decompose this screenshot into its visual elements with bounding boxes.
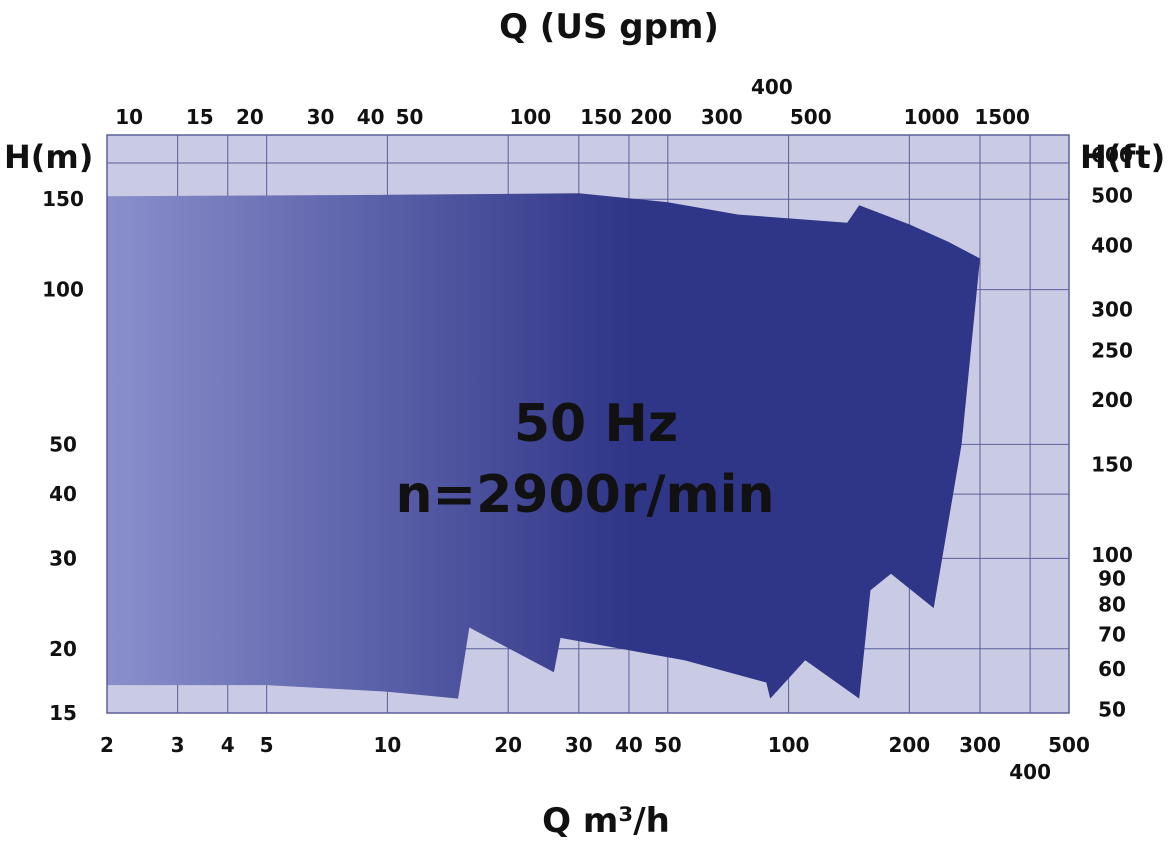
- top-tick-label: 30: [307, 105, 335, 129]
- top-tick-label: 400: [751, 75, 793, 99]
- top-tick-label: 200: [630, 105, 672, 129]
- right-tick-label: 50: [1098, 697, 1126, 721]
- right-tick-label: 250: [1091, 338, 1133, 362]
- bottom-tick-label: 30: [565, 733, 593, 757]
- speed-label: n=2900r/min: [396, 465, 775, 525]
- top-axis-ticks: 10 15 20 30 40 50 100 150 200 300 400 500 1000 1500: [115, 75, 1030, 129]
- bottom-tick-label: 20: [494, 733, 522, 757]
- bottom-tick-label: 4: [221, 733, 235, 757]
- left-tick-label: 50: [49, 432, 77, 456]
- bottom-tick-label: 10: [373, 733, 401, 757]
- bottom-tick-label: 50: [654, 733, 682, 757]
- left-tick-label: 20: [49, 637, 77, 661]
- bottom-tick-label: 5: [260, 733, 274, 757]
- right-tick-label: 600: [1091, 143, 1133, 167]
- left-tick-label: 150: [42, 187, 84, 211]
- bottom-tick-label: 500: [1048, 733, 1090, 757]
- bottom-axis-title: Q m³/h: [542, 801, 670, 841]
- plot-border: [106, 134, 1070, 714]
- left-tick-label: 15: [49, 701, 77, 725]
- left-tick-label: 100: [42, 278, 84, 302]
- left-tick-label: 40: [49, 482, 77, 506]
- left-axis-title: H(m): [4, 138, 93, 176]
- right-tick-label: 100: [1091, 543, 1133, 567]
- top-tick-label: 100: [509, 105, 551, 129]
- top-tick-label: 10: [115, 105, 143, 129]
- top-tick-label: 500: [790, 105, 832, 129]
- bottom-tick-label: 100: [768, 733, 810, 757]
- right-tick-label: 80: [1098, 593, 1126, 617]
- bottom-axis-ticks: 2 3 4 5 10 20 30 40 50 100 200 300 400 500: [100, 733, 1090, 784]
- right-axis-title: H(ft): [1080, 138, 1165, 176]
- top-tick-label: 1500: [974, 105, 1030, 129]
- bottom-tick-label: 2: [100, 733, 114, 757]
- operating-region: [107, 193, 980, 699]
- bottom-tick-label: 300: [959, 733, 1001, 757]
- bottom-tick-label: 40: [615, 733, 643, 757]
- frequency-label: 50 Hz: [514, 394, 678, 454]
- right-tick-label: 400: [1091, 233, 1133, 257]
- bottom-tick-label: 400: [1009, 760, 1051, 784]
- right-tick-label: 90: [1098, 566, 1126, 590]
- top-tick-label: 20: [236, 105, 264, 129]
- top-tick-label: 50: [396, 105, 424, 129]
- left-axis-ticks: 15 20 30 40 50 100 150: [42, 187, 84, 725]
- top-tick-label: 300: [701, 105, 743, 129]
- right-tick-label: 70: [1098, 622, 1126, 646]
- right-tick-label: 150: [1091, 452, 1133, 476]
- right-tick-label: 500: [1091, 184, 1133, 208]
- bottom-tick-label: 200: [888, 733, 930, 757]
- right-tick-label: 300: [1091, 298, 1133, 322]
- left-tick-label: 30: [49, 546, 77, 570]
- top-tick-label: 15: [186, 105, 214, 129]
- top-tick-label: 1000: [904, 105, 960, 129]
- top-axis-title: Q (US gpm): [499, 7, 719, 47]
- bottom-tick-label: 3: [171, 733, 185, 757]
- right-tick-label: 60: [1098, 657, 1126, 681]
- right-tick-label: 200: [1091, 388, 1133, 412]
- top-tick-label: 40: [357, 105, 385, 129]
- top-tick-label: 150: [580, 105, 622, 129]
